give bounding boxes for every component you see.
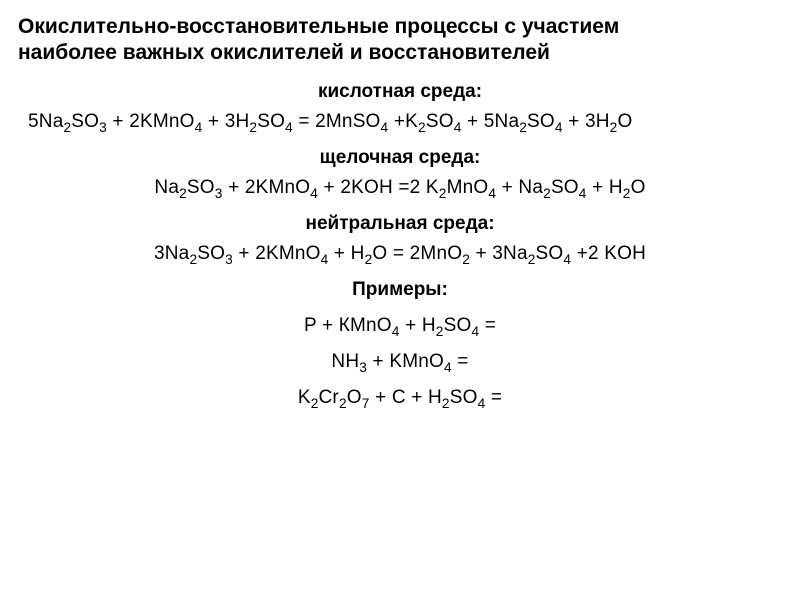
- title-line-2: наиболее важных окислителей и восстанови…: [18, 41, 550, 64]
- examples-block: P + КMnO4 + H2SO4 = NH3 + KMnO4 = K2Cr2O…: [18, 315, 782, 409]
- title-line-1: Окислительно-восстановительные процессы …: [18, 15, 619, 38]
- page-title: Окислительно-восстановительные процессы …: [18, 14, 782, 67]
- equation-acidic: 5Na2SO3 + 2KMnO4 + 3H2SO4 = 2MnSO4 +K2SO…: [18, 111, 782, 133]
- label-neutral: нейтральная среда:: [18, 213, 782, 235]
- equation-example-1: P + КMnO4 + H2SO4 =: [18, 315, 782, 337]
- equation-neutral: 3Na2SO3 + 2KMnO4 + H2O = 2MnO2 + 3Na2SO4…: [18, 243, 782, 265]
- label-alkaline: щелочная среда:: [18, 147, 782, 169]
- label-acidic: кислотная среда:: [18, 81, 782, 103]
- equation-example-2: NH3 + KMnO4 =: [18, 351, 782, 373]
- equation-alkaline: Na2SO3 + 2KMnO4 + 2KOH =2 K2MnO4 + Na2SO…: [18, 177, 782, 199]
- equation-example-3: K2Cr2O7 + C + H2SO4 =: [18, 387, 782, 409]
- label-examples: Примеры:: [18, 279, 782, 301]
